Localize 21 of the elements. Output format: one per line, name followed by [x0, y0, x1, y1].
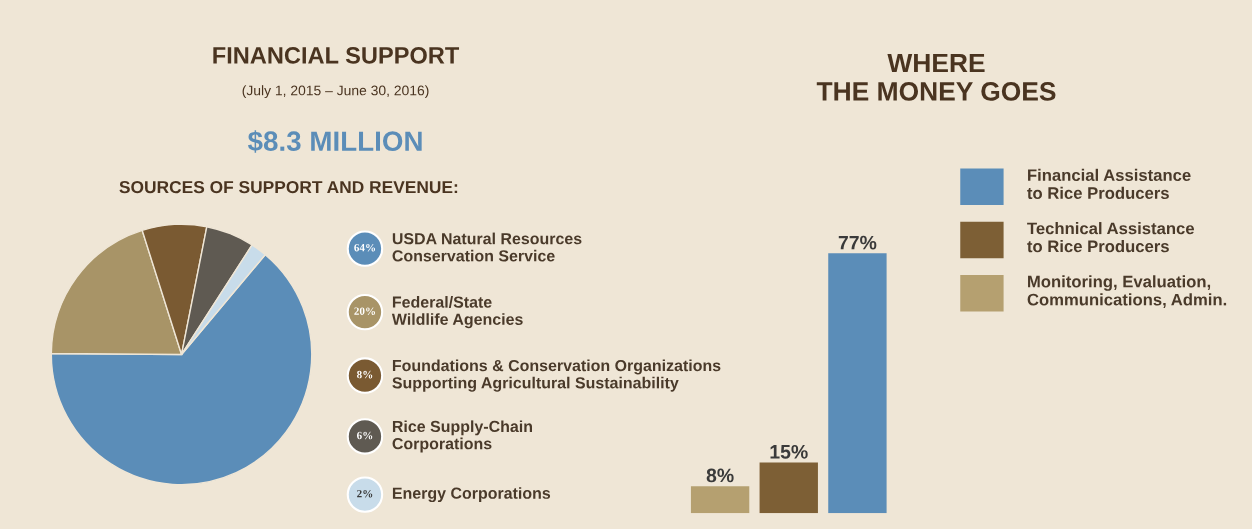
- legend-label: USDA Natural Resources Conservation Service: [392, 232, 582, 262]
- data-label: 20%: [354, 307, 376, 315]
- legend-label: Energy Corporations: [392, 487, 551, 503]
- legend-label: Financial Assistance to Rice Producers: [1027, 168, 1191, 199]
- data-label: 15%: [770, 444, 808, 459]
- legend-label: Technical Assistance to Rice Producers: [1027, 222, 1195, 253]
- data-label: 8%: [356, 370, 373, 379]
- data-label: 2%: [357, 489, 373, 498]
- legend-label: Monitoring, Evaluation, Communications, Admin.: [1027, 275, 1227, 308]
- data-label: 6%: [357, 431, 373, 440]
- data-label: 77%: [838, 235, 877, 250]
- source-note: SOURCES OF SUPPORT AND REVENUE:: [119, 180, 458, 194]
- legend-label: Federal/State Wildlife Agencies: [391, 296, 523, 329]
- data-label: 8%: [706, 468, 734, 483]
- chart-title: WHERE THE MONEY GOES: [816, 53, 1056, 101]
- legend-label: Rice Supply-Chain Corporations: [392, 420, 532, 453]
- text: $8.3 MILLION: [247, 130, 422, 153]
- chart-title: FINANCIAL SUPPORT: [213, 46, 460, 64]
- chart-subtitle: (July 1, 2015 – June 30, 2016): [242, 85, 429, 99]
- data-label: 64%: [354, 243, 376, 252]
- legend-label: Foundations & Conservation Organizations Supporting Agricultural Sustainability: [392, 359, 721, 392]
